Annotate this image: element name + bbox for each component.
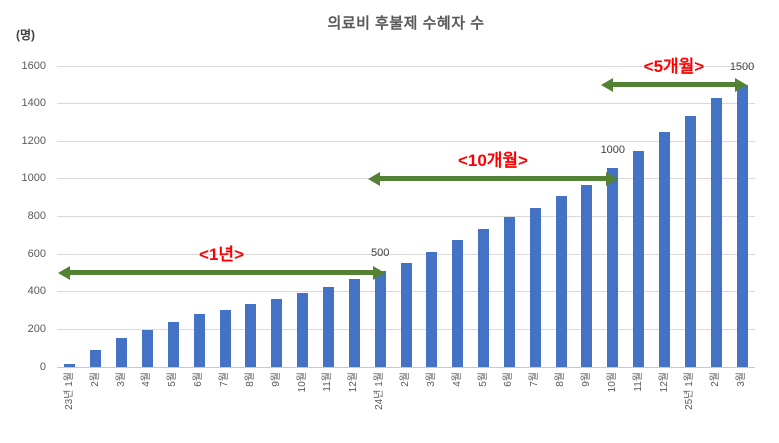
arrow-right-head-icon [605,171,618,186]
y-gridline [57,216,755,217]
bar [426,252,438,367]
x-tick-label: 5월 [477,372,489,387]
x-tick-label: 8월 [555,372,567,387]
data-label: 1000 [600,143,626,156]
y-tick-label: 0 [39,360,46,373]
bar [348,278,360,367]
x-tick-label: 6월 [193,372,205,387]
y-gridline [57,253,755,255]
milestone-label: <1년> [199,244,245,264]
bar [736,84,748,367]
bar [607,167,619,367]
bar [141,330,153,367]
bar [193,314,205,367]
x-tick-label: 8월 [244,372,256,387]
bar [90,350,102,367]
milestone-arrow [67,270,376,276]
y-tick-label: 1200 [21,134,46,147]
milestone-arrow [378,176,608,182]
y-tick-label: 200 [27,322,46,335]
y-gridline [57,65,755,67]
x-tick-label: 7월 [529,372,541,387]
bar [452,240,464,367]
x-tick-label: 25년 1월 [684,372,696,410]
data-label: 500 [370,247,390,260]
y-tick-label: 800 [27,210,46,222]
arrow-left-head-icon [57,265,70,280]
x-tick-label: 4월 [451,372,463,387]
bar [245,303,257,367]
x-tick-label: 5월 [167,372,179,387]
x-tick-label: 10월 [606,372,618,393]
arrow-right-head-icon [735,77,748,92]
x-tick-label: 6월 [503,372,515,387]
bar [581,185,593,367]
x-axis-line [57,366,755,368]
bar [271,299,283,367]
milestone-label: <5개월> [643,56,705,76]
bar [659,131,671,367]
x-tick-label: 12월 [348,372,360,393]
y-axis-unit-label: (명) [16,28,36,42]
y-tick-label: 1400 [21,97,46,110]
y-tick-label: 1000 [21,172,46,185]
x-tick-label: 3월 [115,372,127,387]
bar [684,115,696,367]
x-tick-label: 9월 [270,372,282,387]
bar [322,287,334,367]
chart-title: 의료비 후불제 수혜자 수 [327,15,485,32]
bar [478,228,490,367]
bar [400,262,412,367]
bar [374,271,386,367]
data-label: 1500 [729,60,755,73]
bar [116,337,128,367]
bar [710,97,722,367]
bar [64,364,76,367]
x-tick-label: 9월 [580,372,592,387]
bar [555,195,567,367]
y-tick-label: 600 [27,247,46,260]
arrow-left-head-icon [600,77,613,92]
bar [167,321,179,367]
x-tick-label: 24년 1월 [374,372,386,410]
arrow-right-head-icon [373,265,386,280]
x-tick-label: 12월 [658,372,670,393]
y-tick-label: 1600 [21,59,46,72]
bar [529,208,541,367]
x-tick-label: 2월 [89,372,101,387]
milestone-arrow [610,82,738,88]
bar [297,292,309,367]
x-tick-label: 10월 [296,372,308,393]
x-tick-label: 2월 [400,372,411,387]
bar [219,309,231,367]
milestone-label: <10개월> [457,150,528,170]
x-tick-label: 11월 [322,372,334,392]
x-tick-label: 23년 1월 [63,372,75,410]
x-tick-label: 3월 [425,372,437,387]
bar [503,217,515,367]
x-tick-label: 11월 [632,372,644,392]
x-tick-label: 2월 [710,372,722,387]
x-tick-label: 7월 [219,372,231,387]
x-tick-label: 4월 [141,372,153,387]
y-gridline [57,140,755,142]
y-gridline [57,103,755,105]
y-tick-label: 400 [27,285,46,298]
x-tick-label: 3월 [736,372,748,387]
arrow-left-head-icon [368,171,381,186]
bar [633,150,645,367]
